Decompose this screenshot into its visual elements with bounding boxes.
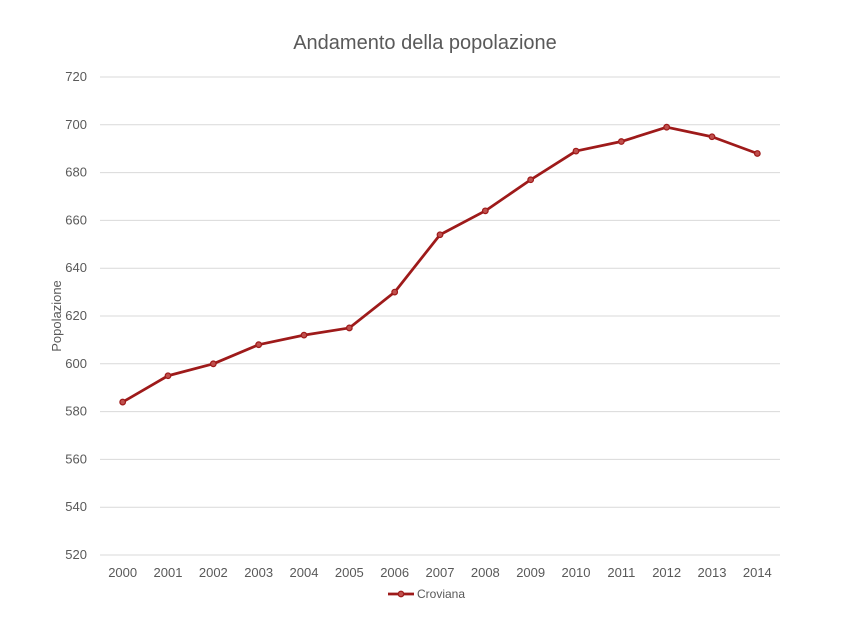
x-tick-label: 2013 xyxy=(698,565,727,580)
x-tick-label: 2009 xyxy=(516,565,545,580)
y-tick-label: 640 xyxy=(65,260,87,275)
data-point xyxy=(527,176,535,184)
y-tick-label: 580 xyxy=(65,404,87,419)
legend-label: Croviana xyxy=(417,587,465,601)
x-tick-label: 2003 xyxy=(244,565,273,580)
series-layer xyxy=(119,123,761,406)
data-point xyxy=(391,288,399,296)
data-point xyxy=(481,207,489,215)
chart-title: Andamento della popolazione xyxy=(293,32,557,54)
x-tick-label: 2012 xyxy=(652,565,681,580)
x-tick-label: 2014 xyxy=(743,565,772,580)
x-tick-label: 2010 xyxy=(562,565,591,580)
y-tick-label: 620 xyxy=(65,308,87,323)
x-tick-label: 2007 xyxy=(426,565,455,580)
data-point xyxy=(436,231,444,239)
y-tick-label: 660 xyxy=(65,212,87,227)
data-point xyxy=(753,150,761,157)
y-tick-label: 520 xyxy=(65,547,87,562)
y-tick-label: 600 xyxy=(65,356,87,371)
data-point xyxy=(119,398,127,406)
x-tick-label: 2002 xyxy=(199,565,228,580)
data-point xyxy=(209,360,217,368)
x-tick-label: 2011 xyxy=(607,565,635,580)
y-tick-label: 700 xyxy=(65,117,87,132)
y-axis-ticks: 520 540 560 580 600 620 640 660 680 700 720 xyxy=(65,69,87,562)
gridlines xyxy=(100,76,780,556)
data-point xyxy=(255,341,263,349)
series-line xyxy=(121,125,759,404)
x-tick-label: 2005 xyxy=(335,565,364,580)
data-point xyxy=(708,133,716,141)
y-tick-label: 720 xyxy=(65,69,87,84)
legend-marker xyxy=(397,590,405,598)
data-point xyxy=(572,147,580,155)
x-tick-label: 2008 xyxy=(471,565,500,580)
legend: Croviana xyxy=(388,587,465,601)
y-tick-label: 560 xyxy=(65,451,87,466)
data-point xyxy=(617,138,625,145)
y-tick-label: 540 xyxy=(65,499,87,514)
x-tick-label: 2001 xyxy=(154,565,183,580)
data-point xyxy=(164,372,172,380)
y-axis-label: Popolazione xyxy=(49,280,64,352)
data-point xyxy=(663,123,671,131)
y-tick-label: 680 xyxy=(65,165,87,180)
data-point xyxy=(300,331,308,339)
x-axis-ticks: 2000 2001 2002 2003 2004 2005 2006 2007 2008 2009… xyxy=(108,565,772,580)
x-tick-label: 2006 xyxy=(380,565,409,580)
data-point xyxy=(345,324,353,332)
x-tick-label: 2004 xyxy=(290,565,319,580)
x-tick-label: 2000 xyxy=(108,565,137,580)
